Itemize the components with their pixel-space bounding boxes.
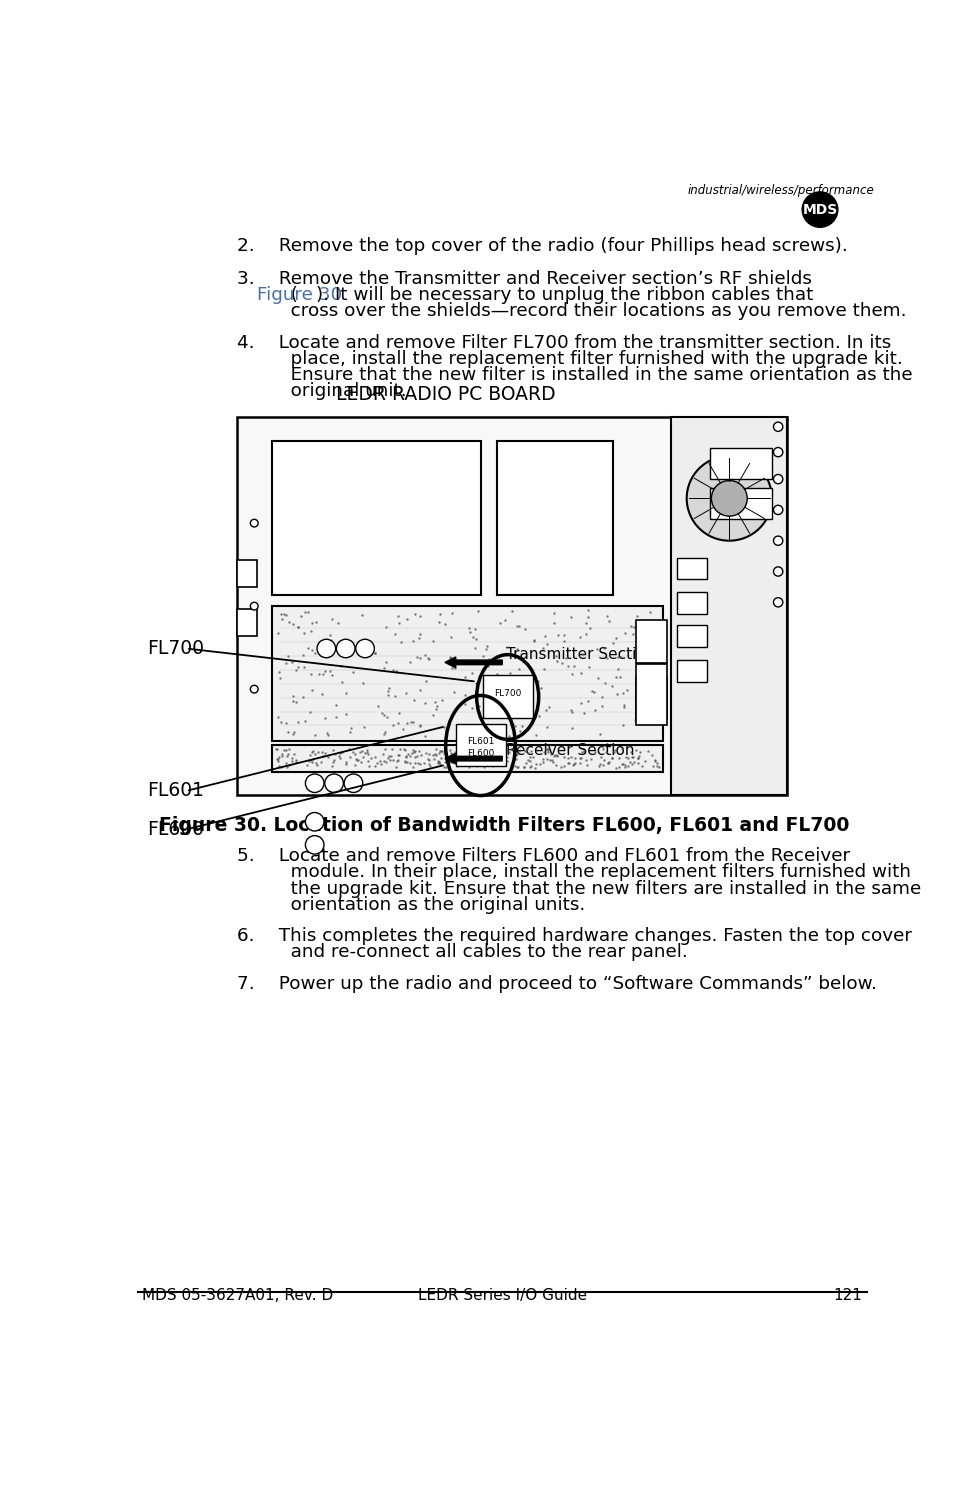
Text: Transmitter Section: Transmitter Section xyxy=(506,647,656,662)
FancyArrow shape xyxy=(445,754,502,764)
Bar xyxy=(710,448,772,480)
Text: FL700: FL700 xyxy=(494,688,521,697)
Circle shape xyxy=(306,812,324,831)
Bar xyxy=(272,745,663,772)
Circle shape xyxy=(773,566,783,577)
Circle shape xyxy=(773,597,783,606)
FancyArrow shape xyxy=(445,657,502,668)
Circle shape xyxy=(356,639,374,657)
Text: cross over the shields—record their locations as you remove them.: cross over the shields—record their loca… xyxy=(237,302,906,320)
Text: 121: 121 xyxy=(834,1287,862,1302)
Text: original unit.: original unit. xyxy=(237,381,407,401)
Text: FL600: FL600 xyxy=(147,820,204,839)
Text: FL600: FL600 xyxy=(466,748,494,758)
Bar xyxy=(677,557,707,580)
Text: 5.  Locate and remove Filters FL600 and FL601 from the Receiver: 5. Locate and remove Filters FL600 and F… xyxy=(237,848,851,866)
Circle shape xyxy=(773,447,783,457)
Bar xyxy=(272,441,481,595)
Bar xyxy=(237,609,257,636)
Circle shape xyxy=(773,422,783,432)
Text: Figure 30: Figure 30 xyxy=(257,286,342,304)
Text: ). It will be necessary to unplug the ribbon cables that: ). It will be necessary to unplug the ri… xyxy=(317,286,813,304)
Circle shape xyxy=(250,520,258,527)
Text: industrial/wireless/performance: industrial/wireless/performance xyxy=(688,185,874,197)
Bar xyxy=(671,417,788,794)
Text: Receiver Section: Receiver Section xyxy=(506,744,635,758)
Text: Ensure that the new filter is installed in the same orientation as the: Ensure that the new filter is installed … xyxy=(237,367,912,384)
Circle shape xyxy=(250,685,258,693)
Text: MDS 05-3627A01, Rev. D: MDS 05-3627A01, Rev. D xyxy=(142,1287,333,1302)
Text: FL601: FL601 xyxy=(147,781,204,800)
Bar xyxy=(237,560,257,587)
Bar xyxy=(636,676,667,720)
Text: and re-connect all cables to the rear panel.: and re-connect all cables to the rear pa… xyxy=(237,943,688,961)
Text: MDS: MDS xyxy=(803,203,838,216)
Text: 3.  Remove the Transmitter and Receiver section’s RF shields: 3. Remove the Transmitter and Receiver s… xyxy=(237,270,812,288)
Circle shape xyxy=(306,773,324,793)
Text: 6.  This completes the required hardware changes. Fasten the top cover: 6. This completes the required hardware … xyxy=(237,927,912,945)
Circle shape xyxy=(711,481,747,516)
Circle shape xyxy=(306,836,324,854)
Text: FL601: FL601 xyxy=(466,738,494,746)
Circle shape xyxy=(250,602,258,609)
Text: 7.  Power up the radio and proceed to “Software Commands” below.: 7. Power up the radio and proceed to “So… xyxy=(237,974,877,992)
Bar xyxy=(636,620,667,663)
Circle shape xyxy=(773,536,783,545)
Text: Figure 30. Location of Bandwidth Filters FL600, FL601 and FL700: Figure 30. Location of Bandwidth Filters… xyxy=(160,817,850,836)
Text: 4.  Locate and remove Filter FL700 from the transmitter section. In its: 4. Locate and remove Filter FL700 from t… xyxy=(237,334,892,352)
Text: place, install the replacement filter furnished with the upgrade kit.: place, install the replacement filter fu… xyxy=(237,350,903,368)
Bar xyxy=(272,606,663,741)
Bar xyxy=(677,593,707,614)
Circle shape xyxy=(336,639,355,657)
Text: FL700: FL700 xyxy=(147,639,204,659)
Text: module. In their place, install the replacement filters furnished with: module. In their place, install the repl… xyxy=(237,863,911,881)
Bar xyxy=(456,724,506,766)
Bar xyxy=(710,489,772,519)
Circle shape xyxy=(344,773,363,793)
Text: orientation as the original units.: orientation as the original units. xyxy=(237,895,585,913)
Bar xyxy=(483,675,533,718)
Bar xyxy=(497,441,613,595)
Bar xyxy=(237,417,788,794)
Text: 2.  Remove the top cover of the radio (four Phillips head screws).: 2. Remove the top cover of the radio (fo… xyxy=(237,237,848,255)
Circle shape xyxy=(324,773,343,793)
Text: LEDR Series I/O Guide: LEDR Series I/O Guide xyxy=(417,1287,587,1302)
Bar xyxy=(677,626,707,647)
Circle shape xyxy=(317,639,335,657)
Circle shape xyxy=(773,505,783,514)
Bar xyxy=(677,660,707,681)
Circle shape xyxy=(803,192,838,228)
Text: the upgrade kit. Ensure that the new filters are installed in the same: the upgrade kit. Ensure that the new fil… xyxy=(237,879,921,897)
Circle shape xyxy=(773,474,783,484)
Text: LEDR RADIO PC BOARD: LEDR RADIO PC BOARD xyxy=(336,384,556,404)
Circle shape xyxy=(687,456,772,541)
Bar xyxy=(636,665,667,726)
Text: (: ( xyxy=(237,286,298,304)
